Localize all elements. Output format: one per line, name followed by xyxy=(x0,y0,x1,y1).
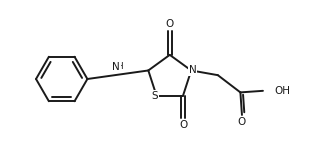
Text: O: O xyxy=(238,117,246,127)
Text: S: S xyxy=(152,91,158,101)
Text: N: N xyxy=(112,62,120,72)
Text: N: N xyxy=(189,65,197,76)
Text: OH: OH xyxy=(275,86,291,96)
Text: O: O xyxy=(166,19,174,30)
Text: H: H xyxy=(116,62,123,71)
Text: O: O xyxy=(179,120,187,130)
